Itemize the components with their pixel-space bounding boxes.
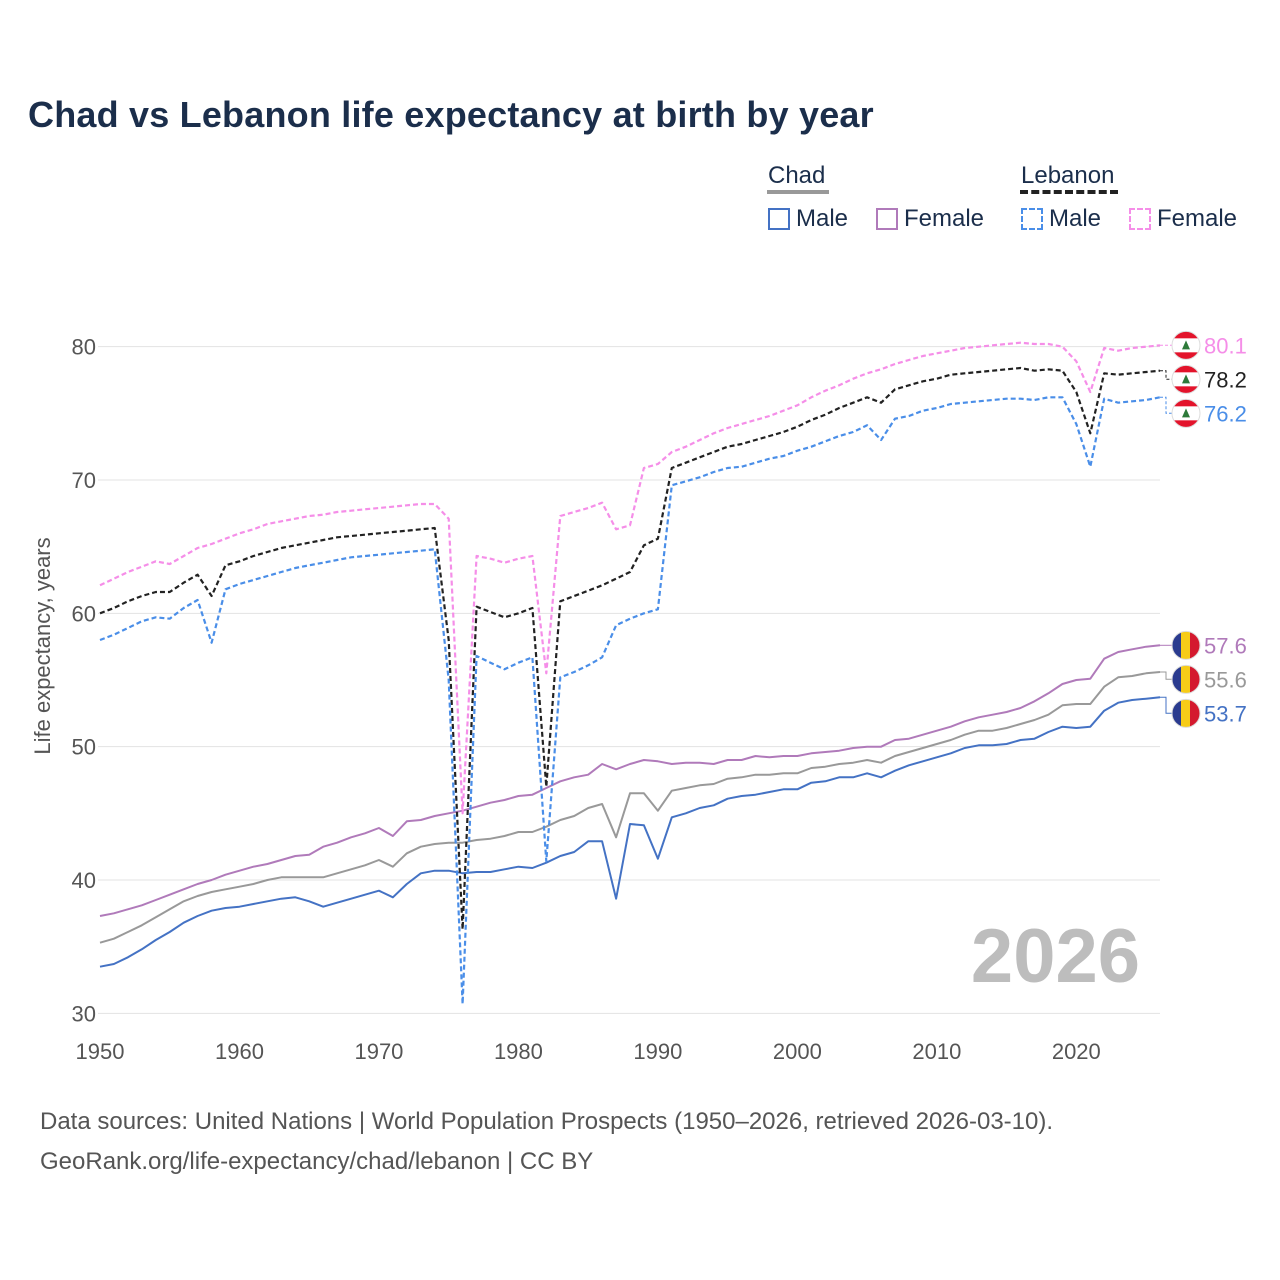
footer-attribution[interactable]: GeoRank.org/life-expectancy/chad/lebanon…: [40, 1148, 594, 1175]
legend-item-lebanon-male[interactable]: Male: [1021, 205, 1101, 233]
y-tick-label: 40: [72, 868, 96, 893]
y-tick-label: 30: [72, 1001, 96, 1026]
series-line-lebanon-both[interactable]: [99, 366, 1161, 931]
end-connector-lebanon-both: [1160, 370, 1174, 380]
x-tick-label: 2000: [773, 1039, 822, 1064]
x-tick-label: 1980: [494, 1039, 543, 1064]
legend-label-lebanon-male: Male: [1049, 205, 1102, 232]
series-line-lebanon-female[interactable]: [99, 341, 1161, 815]
y-axis-label: Life expectancy, years: [30, 537, 55, 754]
x-tick-label: 1950: [76, 1039, 125, 1064]
end-label-lebanon-both: 78.2: [1204, 367, 1247, 392]
end-label-chad-male: 53.7: [1204, 701, 1247, 726]
y-tick-label: 50: [72, 735, 96, 760]
end-label-chad-both: 55.6: [1204, 667, 1247, 692]
end-label-lebanon-male: 76.2: [1204, 401, 1247, 426]
end-label-chad-female: 57.6: [1204, 633, 1247, 658]
legend-item-chad-male[interactable]: Male: [768, 205, 848, 233]
legend-label-chad-female: Female: [904, 205, 985, 232]
x-tick-label: 1970: [354, 1039, 403, 1064]
series-line-chad-female[interactable]: [99, 644, 1161, 917]
y-tick-label: 60: [72, 601, 96, 626]
legend-group-lebanon-label: Lebanon: [1021, 162, 1115, 189]
legend-swatch-lebanon-female: [1129, 208, 1151, 230]
legend-label-chad-male: Male: [796, 205, 849, 232]
end-connector-lebanon-male: [1160, 396, 1174, 414]
footer-sources: Data sources: United Nations | World Pop…: [40, 1108, 1054, 1135]
life-expectancy-chart: 2026 30 40 50 60 70 80 1950 1960 1970 1980 1990 20…: [30, 330, 1247, 1064]
series-line-chad-male[interactable]: [99, 696, 1161, 968]
chad-flag-icon: [1171, 630, 1201, 660]
end-connector-chad-male: [1160, 696, 1174, 714]
lebanon-flag-icon: [1171, 330, 1201, 360]
legend-group-chad-line: [767, 190, 829, 194]
chad-flag-icon: [1171, 664, 1201, 694]
series-line-lebanon-male[interactable]: [99, 396, 1161, 1006]
lebanon-flag-icon: [1171, 398, 1201, 428]
legend-label-lebanon-female: Female: [1157, 205, 1238, 232]
legend-swatch-lebanon-male: [1021, 208, 1043, 230]
x-tick-label: 2020: [1052, 1039, 1101, 1064]
legend-swatch-chad-male: [768, 208, 790, 230]
legend-group-lebanon-line: [1020, 190, 1118, 194]
chad-flag-icon: [1171, 698, 1201, 728]
legend-item-lebanon-female[interactable]: Female: [1129, 205, 1237, 233]
x-tick-label: 2010: [912, 1039, 961, 1064]
lebanon-flag-icon: [1171, 364, 1201, 394]
end-connector-chad-both: [1160, 671, 1174, 680]
series-line-chad-both[interactable]: [99, 671, 1161, 944]
x-tick-label: 1990: [633, 1039, 682, 1064]
y-tick-label: 80: [72, 335, 96, 360]
legend-swatch-chad-female: [876, 208, 898, 230]
legend-group-chad-label: Chad: [768, 162, 826, 189]
chart-title: Chad vs Lebanon life expectancy at birth…: [28, 94, 874, 135]
y-tick-label: 70: [72, 468, 96, 493]
x-tick-label: 1960: [215, 1039, 264, 1064]
year-watermark: 2026: [971, 914, 1140, 999]
legend-item-chad-female[interactable]: Female: [876, 205, 984, 233]
end-label-lebanon-female: 80.1: [1204, 333, 1247, 358]
